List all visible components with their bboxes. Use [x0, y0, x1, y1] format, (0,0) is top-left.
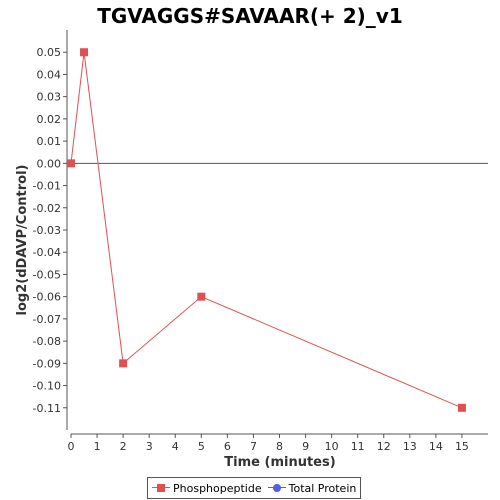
x-tick-label: 11	[351, 440, 365, 453]
y-tick-label: -0.08	[33, 335, 61, 348]
y-tick-label: 0.00	[37, 157, 62, 170]
legend-circle-icon	[267, 483, 286, 493]
y-tick-label: -0.03	[33, 224, 61, 237]
axes-layer: 0.05 0.04 0.03 0.02 0.01 0.00 -0.01 -0.02 -0.03 -…	[33, 30, 488, 453]
y-tick-label: -0.07	[33, 313, 61, 326]
y-tick-label: 0.04	[37, 68, 62, 81]
x-tick-label: 7	[250, 440, 257, 453]
data-point	[119, 359, 128, 368]
x-tick-label: 0	[68, 440, 75, 453]
y-tick-label: 0.02	[37, 113, 62, 126]
x-tick-label: 4	[172, 440, 179, 453]
y-tick-label: -0.11	[33, 402, 61, 415]
series-layer	[67, 48, 466, 412]
chart-title: TGVAGGS#SAVAAR(+ 2)_v1	[97, 4, 403, 28]
legend-item-total-protein: Total Protein	[267, 481, 357, 495]
legend-label: Phosphopeptide	[173, 481, 262, 495]
x-tick-label: 3	[146, 440, 153, 453]
y-axis-title: log2(dDAVP/Control)	[15, 165, 30, 316]
x-tick-label: 6	[224, 440, 231, 453]
data-point	[457, 403, 466, 412]
y-tick-label: -0.05	[33, 268, 61, 281]
y-tick-label: 0.03	[37, 91, 62, 104]
y-tick-label: -0.01	[33, 180, 61, 193]
x-tick-label: 13	[403, 440, 417, 453]
y-tick-label: 0.01	[37, 135, 62, 148]
data-point	[80, 48, 89, 57]
legend-item-phosphopeptide: Phosphopeptide	[152, 482, 262, 495]
x-tick-label: 9	[302, 440, 309, 453]
x-axis-title: Time (minutes)	[224, 455, 335, 470]
x-tick-label: 10	[325, 440, 339, 453]
plot-background	[71, 30, 488, 430]
legend: Phosphopeptide Total Protein	[147, 477, 362, 499]
data-point	[197, 292, 206, 301]
data-point	[67, 159, 75, 168]
y-tick-label: -0.09	[33, 357, 61, 370]
x-tick-label: 15	[455, 440, 469, 453]
y-tick-label: -0.04	[33, 246, 61, 259]
x-tick-label: 1	[94, 440, 101, 453]
y-tick-label: -0.10	[33, 380, 61, 393]
legend-label: Total Protein	[288, 481, 357, 495]
x-tick-label: 2	[120, 440, 127, 453]
x-tick-label: 8	[276, 440, 283, 453]
legend-square-icon	[152, 483, 170, 493]
y-tick-label: -0.06	[33, 291, 61, 304]
x-tick-label: 14	[429, 440, 443, 453]
x-tick-label: 5	[198, 440, 205, 453]
y-tick-label: 0.05	[37, 46, 62, 59]
y-tick-label: -0.02	[33, 202, 61, 215]
x-tick-label: 12	[377, 440, 391, 453]
